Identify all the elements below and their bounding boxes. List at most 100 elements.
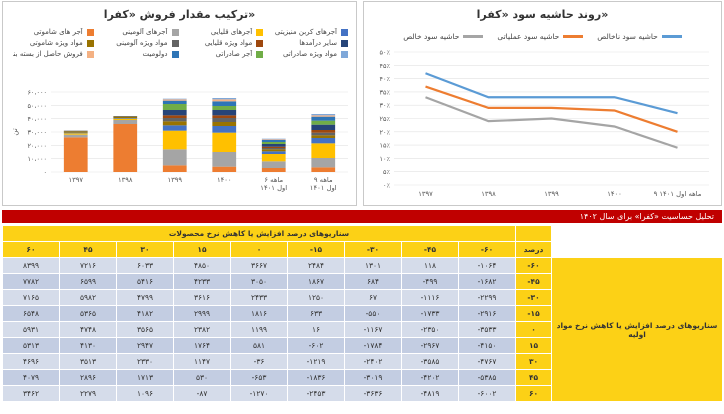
table-cell: -۱۱۱۶ <box>401 289 459 306</box>
sensitivity-table: سناریوهای درصد افزایش یا کاهش نرخ محصولا… <box>1 225 724 402</box>
y-tick-label: ۳۵٪ <box>380 88 391 96</box>
stacked-bar-plot: ۰ ۱۰،۰۰۰ ۲۰،۰۰۰ ۳۰،۰۰۰ ۴۰،۰۰۰ ۵۰،۰۰۰ ۶۰،۰۰۰ تن ۱… <box>11 89 348 192</box>
bar-segment <box>261 144 286 147</box>
bar-segment <box>113 120 138 124</box>
legend-swatch <box>341 39 348 47</box>
legend-label: مواد ویژه آلومینی <box>116 39 168 47</box>
table-cell: -۵۳۸۵ <box>457 369 517 386</box>
table-cell: ۲۳۳۰ <box>116 353 174 370</box>
row-percent: ۱۵ <box>515 337 553 354</box>
y-tick-label: ۳۰٪ <box>380 102 391 110</box>
series-line <box>425 72 678 115</box>
table-cell: ۴۷۴۸ <box>59 321 117 338</box>
percent-label: درصد <box>515 241 553 258</box>
bar-segment <box>261 149 286 152</box>
legend-label: آجرهای آلومینی <box>122 28 168 36</box>
table-row: ۷۱۶۵ ۵۹۸۲ ۴۷۹۹ ۳۶۱۶ ۲۴۳۳ ۱۲۵۰ ۶۷ -۱۱۱۶ -۲۲۹۹ -۳۰ <box>2 289 723 306</box>
table-cell: -۳۵۸۵ <box>401 353 459 370</box>
bar-segment <box>212 115 237 118</box>
legend-swatch <box>86 28 94 36</box>
row-percent: ۶۰ <box>515 385 553 402</box>
bar-segment <box>63 137 88 172</box>
y-tick-label: ۵۰،۰۰۰ <box>27 102 47 110</box>
table-cell: ۳۴۶۲ <box>2 385 60 402</box>
table-cell: -۵۵۰ <box>344 305 402 322</box>
legend-swatch <box>86 50 94 58</box>
table-cell: ۲۲۷۹ <box>59 385 117 402</box>
bar-segment <box>261 168 286 172</box>
table-cell: -۲۴۵۳ <box>287 385 345 402</box>
table-cell: -۱۲۱۹ <box>287 353 345 370</box>
table-cell: ۴۱۸۲ <box>116 305 174 322</box>
table-cell: -۲۳۵۰ <box>401 321 459 338</box>
bar-segment <box>113 116 138 117</box>
bar-segment <box>311 135 336 138</box>
table-cell: ۷۷۸۲ <box>2 273 60 290</box>
legend-label: آجرهای قلیایی <box>210 28 253 36</box>
line-legend-label: حاشیه سود ناخالص <box>597 32 658 41</box>
table-cell: -۴۷۶۷ <box>457 353 517 370</box>
series-line <box>425 96 678 149</box>
bar-segment <box>113 118 138 119</box>
bar-segment <box>261 154 286 162</box>
table-cell: ۱۱۴۷ <box>173 353 231 370</box>
legend-item: آجر های شاموتی <box>13 28 94 36</box>
bar-segment <box>162 99 187 101</box>
column-header: -۴۵ <box>401 241 459 258</box>
bar-segment <box>311 138 336 144</box>
x-tick-label: ۹ ماهه اول ۱۴۰۱ <box>310 176 337 192</box>
bar-segment <box>212 118 237 122</box>
line-legend-swatch <box>661 35 682 38</box>
table-cell: ۱۰۹۶ <box>116 385 174 402</box>
line-legend-label: حاشیه سود عملیاتی <box>497 32 560 41</box>
x-tick-label: ۱۳۹۷ <box>418 190 433 198</box>
bar-segment <box>212 152 237 167</box>
table-cell: -۴۲۰۲ <box>401 369 459 386</box>
y-tick-label: ۲۰٪ <box>380 128 391 136</box>
bar-segment <box>162 100 187 104</box>
line-plot: ۰٪ ۵٪ ۱۰٪ ۱۵٪ ۲۰٪ ۲۵٪ ۳۰٪ ۳۵٪ ۴۰٪ ۴۵٪ ۵۰٪ ۱۳۹۷ ۱۳۹۸ ۱… <box>380 49 709 198</box>
table-cell: ۳۵۶۵ <box>116 321 174 338</box>
table-cell: ۳۶۱۶ <box>173 289 231 306</box>
bar-segment <box>162 149 187 166</box>
x-tick-label: ۱۳۹۹ <box>167 176 182 184</box>
legend-label: مواد ویژه شاموتی <box>29 39 83 47</box>
table-cell: ۵۸۱ <box>230 337 288 354</box>
series-line <box>425 85 678 133</box>
bar-segment <box>212 98 237 100</box>
y-tick-label: ۴۵٪ <box>380 62 391 70</box>
table-cell: ۱۲۵۰ <box>287 289 345 306</box>
header-blank <box>551 241 724 258</box>
y-tick-label: ۴۰٪ <box>380 75 391 83</box>
table-cell: -۳۵۳۳ <box>457 321 517 338</box>
table-cell: ۱۱۹۹ <box>230 321 288 338</box>
table-cell: ۶۵۹۹ <box>59 273 117 290</box>
y-tick-label: ۲۵٪ <box>380 115 391 123</box>
line-legend-item: حاشیه سود ناخالص <box>597 32 682 41</box>
bar-segment <box>113 124 138 172</box>
table-cell: -۴۹۹ <box>401 273 459 290</box>
bar-segment <box>162 98 187 100</box>
y-axis-label: تن <box>11 128 19 135</box>
line-legend-swatch <box>563 35 584 38</box>
bar-segment <box>261 140 286 142</box>
bar-segment <box>311 130 336 133</box>
bar-segment <box>311 143 336 158</box>
column-header: ۱۵ <box>173 241 231 258</box>
legend-item: مواد ویژه صادراتی <box>267 50 348 58</box>
bar-segment <box>212 99 237 102</box>
table-cell: ۳۶۶۷ <box>230 257 288 274</box>
table-cell: -۱۱۶۷ <box>344 321 402 338</box>
x-tick-label: ۱۳۹۹ <box>544 190 559 198</box>
table-cell: ۴۷۹۹ <box>116 289 174 306</box>
legend-item: مواد ویژه قلیایی <box>183 39 264 47</box>
bar-segment <box>261 161 286 168</box>
table-cell: ۱۷۱۳ <box>116 369 174 386</box>
y-tick-label: ۲۰،۰۰۰ <box>27 142 47 150</box>
row-percent: -۳۰ <box>515 289 553 306</box>
table-cell: ۵۳۶۵ <box>59 305 117 322</box>
x-tick-label: ۱۴۰۰ <box>607 190 622 198</box>
table-cell: ۴۲۳۳ <box>173 273 231 290</box>
bar-segment <box>162 130 187 150</box>
bar-segment <box>311 132 336 136</box>
